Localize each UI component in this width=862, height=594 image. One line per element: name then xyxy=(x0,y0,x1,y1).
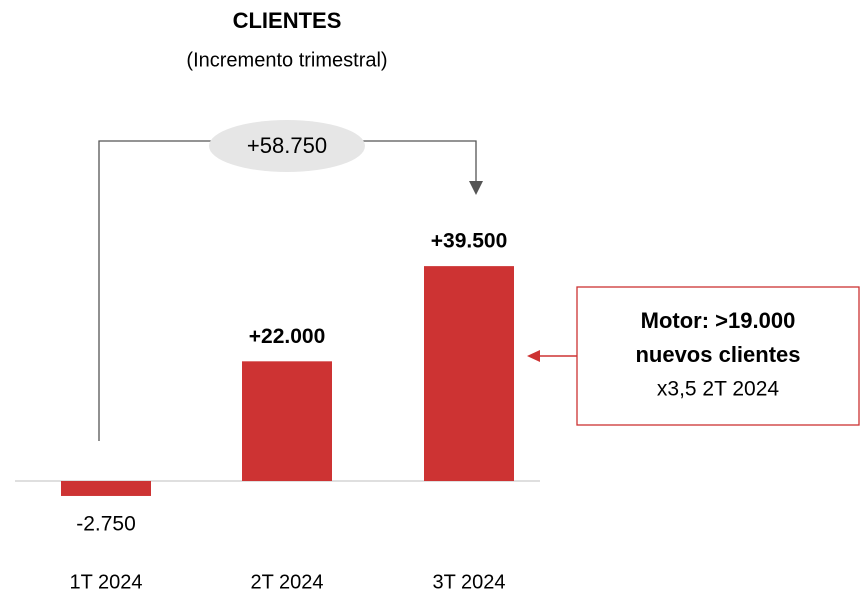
callout-line: x3,5 2T 2024 xyxy=(657,378,780,401)
bar xyxy=(61,481,151,496)
callout-box xyxy=(576,286,860,426)
chart-subtitle: (Incremento trimestral) xyxy=(186,49,387,71)
callout-arrowhead xyxy=(527,350,540,362)
value-label: +39.500 xyxy=(431,230,508,253)
callout-line: nuevos clientes xyxy=(635,342,800,367)
chart-title: CLIENTES xyxy=(233,8,342,33)
callout-line: Motor: >19.000 xyxy=(641,308,796,333)
bracket-arrowhead xyxy=(469,181,483,195)
bar xyxy=(242,361,332,481)
x-tick-label: 2T 2024 xyxy=(250,571,323,593)
total-bubble xyxy=(209,120,365,172)
total-label: +58.750 xyxy=(247,133,327,158)
value-label: +22.000 xyxy=(249,325,326,348)
x-tick-label: 3T 2024 xyxy=(432,571,505,593)
x-tick-label: 1T 2024 xyxy=(69,571,142,593)
bar xyxy=(424,266,514,481)
value-label: -2.750 xyxy=(76,513,136,536)
